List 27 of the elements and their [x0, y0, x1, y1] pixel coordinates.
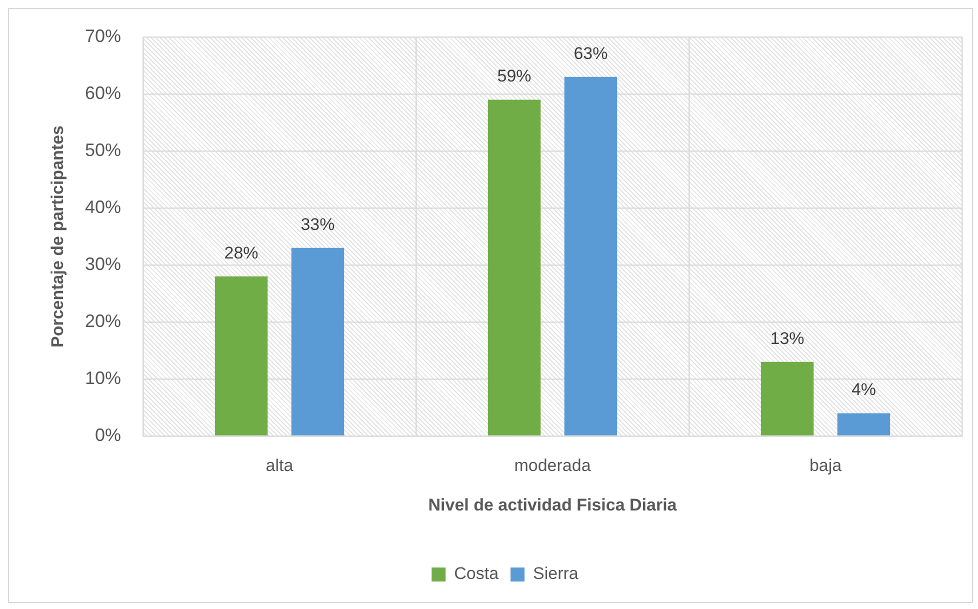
- data-label: 33%: [300, 214, 335, 234]
- bar: [488, 100, 541, 436]
- bar: [291, 248, 344, 436]
- x-tick-label: alta: [266, 456, 294, 475]
- bar: [837, 413, 890, 436]
- legend-label: Sierra: [533, 564, 579, 584]
- y-tick-label: 40%: [84, 196, 121, 217]
- y-tick-label: 30%: [84, 254, 121, 274]
- x-tick-label: moderada: [514, 456, 592, 475]
- bar: [214, 276, 268, 436]
- y-tick-label: 70%: [84, 26, 121, 46]
- data-label: 59%: [497, 66, 532, 86]
- bar: [760, 362, 814, 436]
- data-label: 63%: [574, 44, 608, 63]
- y-tick-label: 0%: [94, 424, 121, 445]
- data-label: 28%: [224, 243, 258, 262]
- data-label: 4%: [851, 380, 876, 400]
- y-axis-title: Porcentaje de participantes: [48, 125, 67, 348]
- x-axis-title: Nivel de actividad Fisica Diaria: [428, 495, 678, 514]
- y-tick-label: 50%: [84, 140, 121, 160]
- data-label: 13%: [770, 328, 804, 348]
- y-tick-label: 20%: [84, 310, 121, 331]
- x-tick-label: baja: [809, 456, 842, 475]
- bar: [564, 76, 618, 436]
- y-tick-label: 10%: [84, 368, 121, 388]
- legend-label: Costa: [454, 564, 500, 584]
- y-tick-label: 60%: [84, 82, 121, 103]
